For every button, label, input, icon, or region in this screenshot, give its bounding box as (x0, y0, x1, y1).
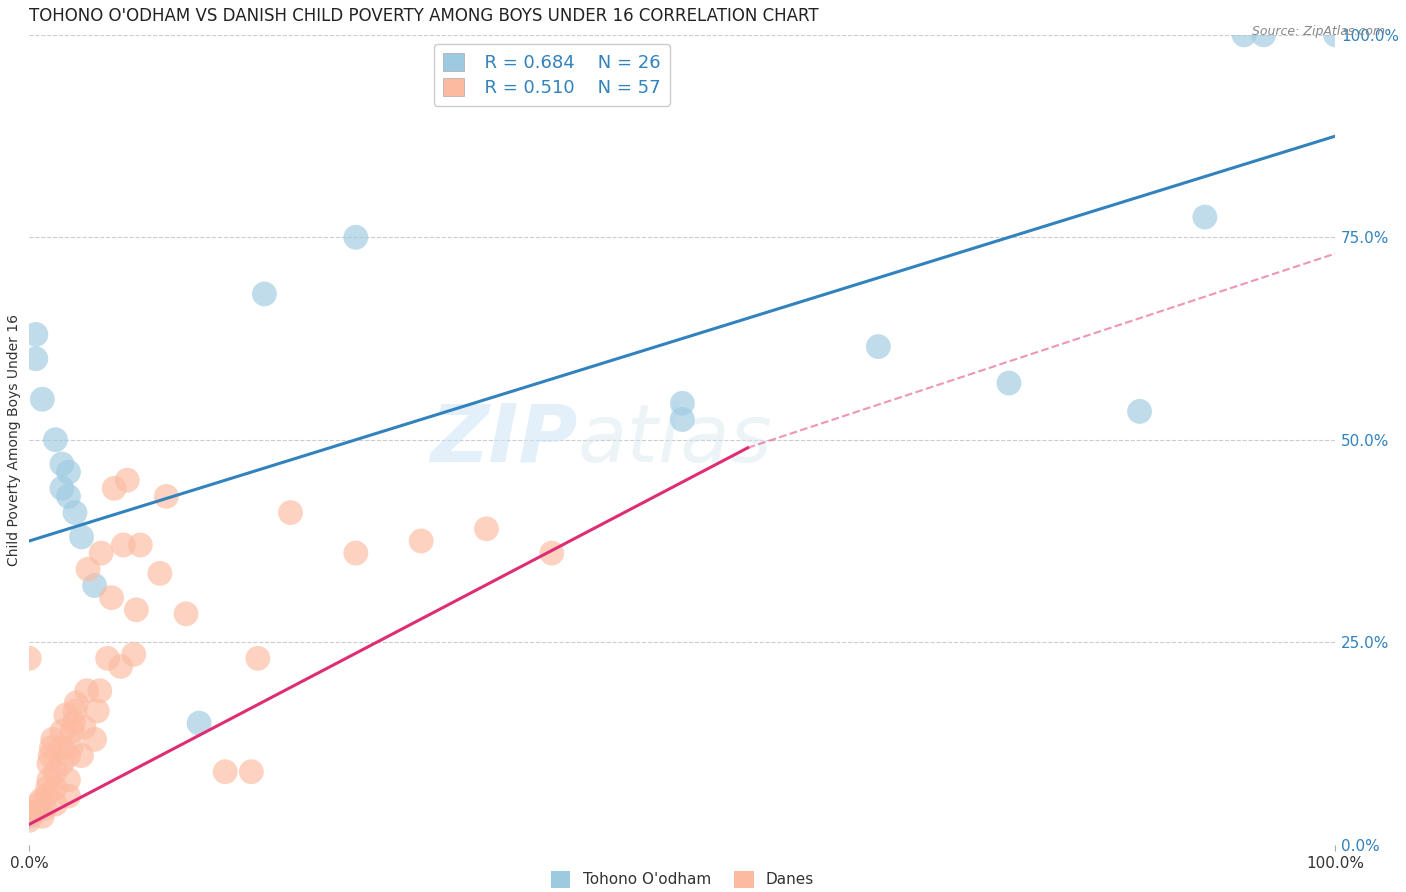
Point (411, 533, 433, 548)
Point (58, 748, 80, 763)
Point (22, 805, 45, 820)
Point (1233, 28, 1256, 42)
Point (1253, 28, 1275, 42)
Point (253, 287, 276, 301)
Point (103, 481, 125, 495)
Point (65, 696, 87, 710)
Point (44, 433, 66, 447)
Point (58, 490, 80, 504)
Point (51, 740, 73, 755)
Point (44, 780, 66, 795)
Point (83, 578, 105, 592)
Point (188, 716, 211, 731)
Point (39, 748, 62, 763)
Point (31, 392, 53, 407)
Point (998, 376, 1021, 390)
Point (34, 801, 56, 815)
Point (58, 772, 80, 787)
Point (155, 490, 177, 504)
Point (30, 793, 52, 807)
Point (24, 327, 46, 342)
Point (51, 724, 73, 739)
Point (63, 704, 86, 718)
Point (44, 764, 66, 779)
Point (38, 772, 60, 787)
Point (97, 651, 120, 665)
Point (42, 732, 65, 747)
Point (117, 473, 139, 487)
Point (70, 748, 93, 763)
Point (70, 530, 93, 544)
Point (38, 756, 60, 771)
Point (112, 538, 135, 552)
Point (60, 724, 83, 739)
Point (671, 396, 693, 410)
Point (37, 780, 59, 795)
Text: TOHONO O'ODHAM VS DANISH CHILD POVERTY AMONG BOYS UNDER 16 CORRELATION CHART: TOHONO O'ODHAM VS DANISH CHILD POVERTY A… (30, 7, 818, 25)
Point (149, 566, 172, 581)
Point (122, 648, 145, 662)
Point (90, 546, 112, 560)
Point (246, 651, 269, 665)
Point (86, 704, 108, 718)
Point (129, 538, 152, 552)
Point (83, 732, 105, 747)
Point (280, 506, 302, 520)
Text: ZIP: ZIP (430, 401, 578, 479)
Point (240, 764, 263, 779)
Point (58, 789, 80, 803)
Point (55, 708, 77, 723)
Point (44, 797, 66, 811)
Point (344, 546, 367, 560)
Point (671, 412, 693, 426)
Y-axis label: Child Poverty Among Boys Under 16: Child Poverty Among Boys Under 16 (7, 314, 21, 566)
Point (41, 740, 63, 755)
Point (475, 522, 498, 536)
Point (1129, 404, 1152, 418)
Point (35, 789, 58, 803)
Point (63, 506, 86, 520)
Point (77, 562, 100, 576)
Legend: Tohono O'odham, Danes: Tohono O'odham, Danes (544, 864, 820, 892)
Point (174, 607, 197, 621)
Point (60, 740, 83, 755)
Point (51, 457, 73, 471)
Point (27, 797, 49, 811)
Point (58, 465, 80, 479)
Point (51, 481, 73, 495)
Point (100, 591, 122, 605)
Point (73, 720, 96, 734)
Point (76, 683, 98, 698)
Point (89, 683, 111, 698)
Point (31, 809, 53, 823)
Point (18, 651, 41, 665)
Point (1324, 28, 1347, 42)
Point (18, 809, 41, 823)
Point (62, 716, 84, 731)
Point (24, 805, 46, 820)
Point (51, 756, 73, 771)
Point (18, 814, 41, 828)
Text: Source: ZipAtlas.com: Source: ZipAtlas.com (1251, 25, 1385, 38)
Point (110, 659, 132, 673)
Point (24, 351, 46, 366)
Text: atlas: atlas (578, 401, 773, 479)
Point (868, 340, 890, 354)
Point (540, 546, 562, 560)
Point (1194, 210, 1216, 224)
Point (344, 230, 367, 244)
Point (214, 764, 236, 779)
Point (125, 603, 148, 617)
